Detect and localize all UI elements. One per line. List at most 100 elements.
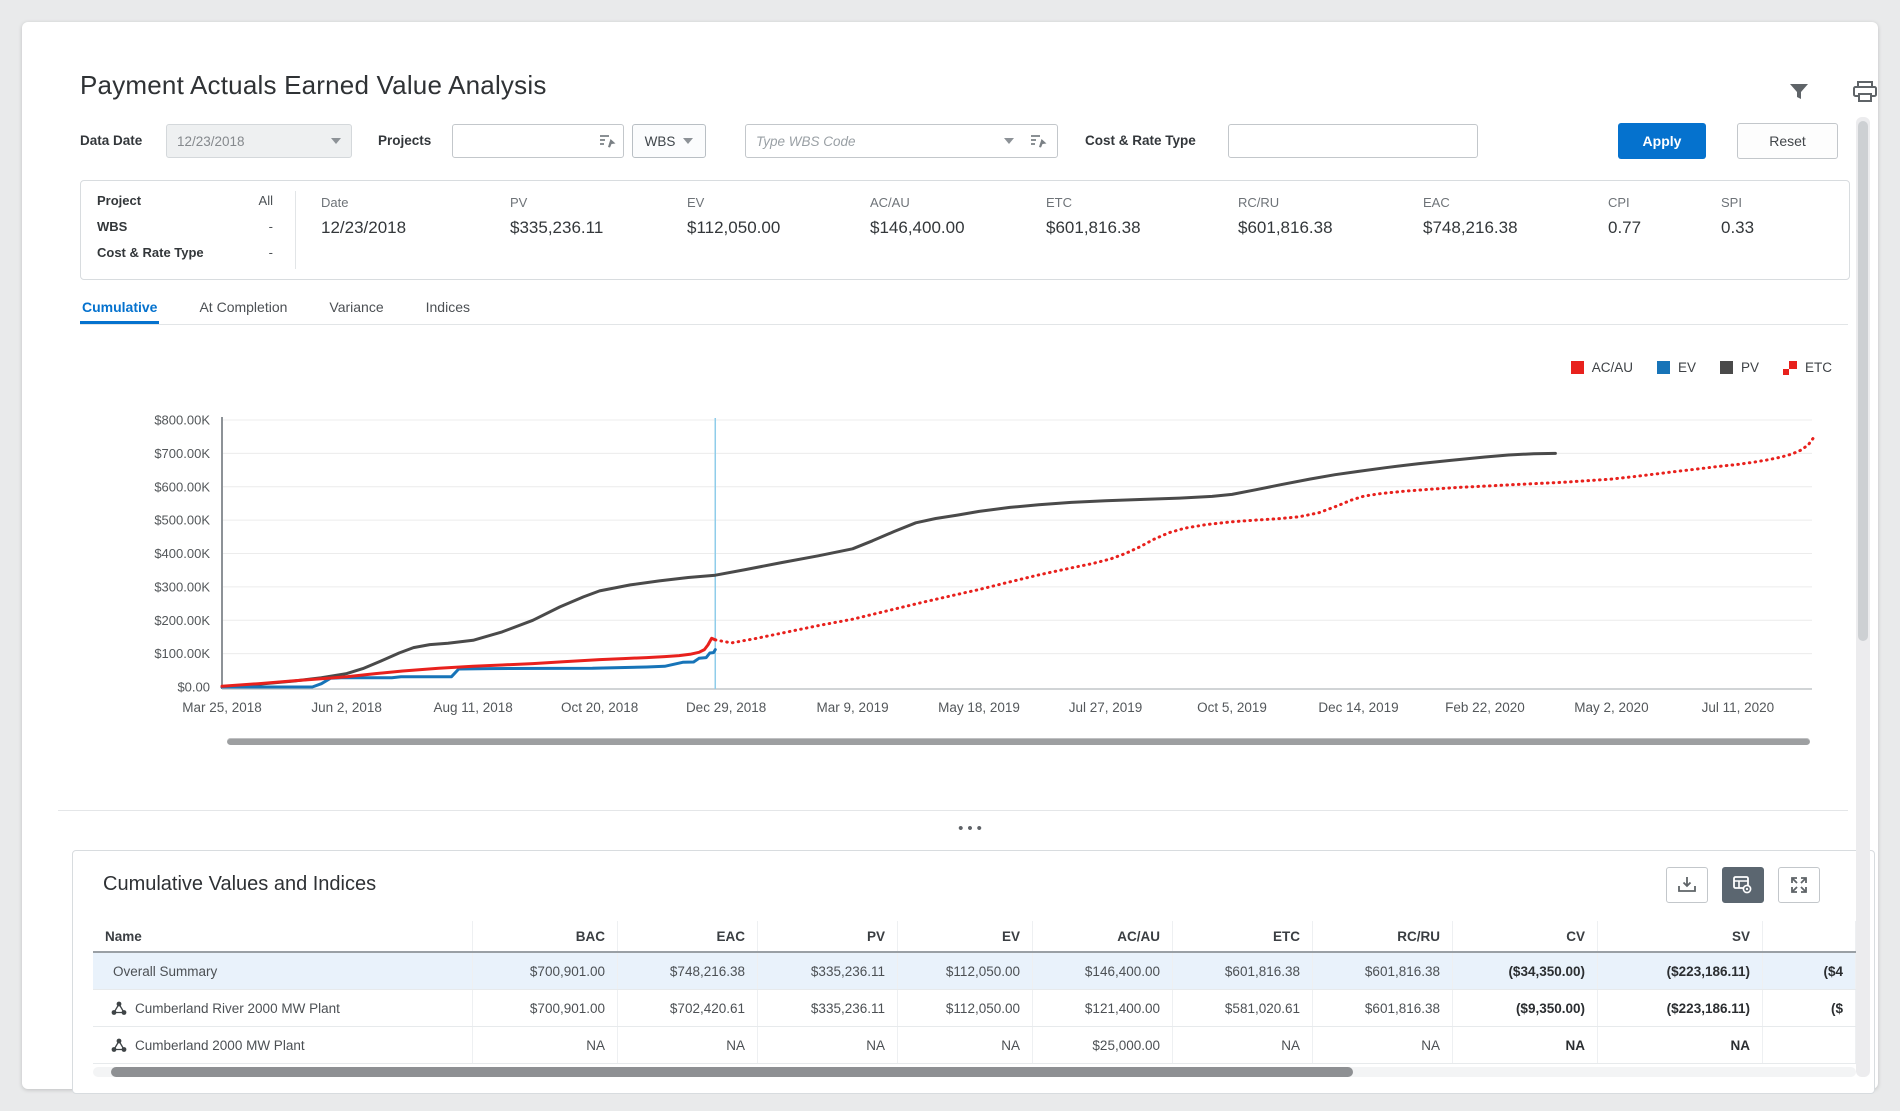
filter-button[interactable] <box>1784 77 1814 107</box>
cumulative-values-panel: Cumulative Values and Indices <box>72 850 1875 1094</box>
metric-label: SPI <box>1721 195 1742 210</box>
divider <box>295 191 296 269</box>
tab-at-completion[interactable]: At Completion <box>199 299 288 315</box>
y-axis-tick-label: $400.00K <box>154 546 210 561</box>
cost-rate-type-input[interactable] <box>1228 124 1478 158</box>
table-horizontal-scrollbar-thumb[interactable] <box>111 1067 1353 1077</box>
table-row-overall-summary[interactable]: Overall Summary $700,901.00 $748,216.38 $33… <box>93 953 1856 990</box>
cell-rc-ru: NA <box>1313 1027 1453 1063</box>
metric-label: EAC <box>1423 195 1450 210</box>
x-axis-tick-label: Dec 29, 2018 <box>686 700 766 715</box>
pane-splitter-handle[interactable]: ••• <box>958 820 986 837</box>
cell-etc: $581,020.61 <box>1173 990 1313 1026</box>
col-header-eac[interactable]: EAC <box>618 921 758 951</box>
summary-metric-spi: SPI 0.33 <box>1721 195 1754 238</box>
data-date-select[interactable]: 12/23/2018 <box>166 124 352 158</box>
evm-chart: $800.00K $700.00K $600.00K $500.00K $400.00K… <box>154 413 1816 715</box>
summary-metric-ac-au: AC/AU $146,400.00 <box>870 195 965 238</box>
col-header-name[interactable]: Name <box>93 921 473 951</box>
y-axis-tick-label: $0.00 <box>177 680 210 695</box>
filter-icon <box>1790 84 1808 99</box>
hierarchy-icon <box>111 1001 127 1015</box>
cell-sv: ($223,186.11) <box>1598 990 1763 1026</box>
summary-left-label: Cost & Rate Type <box>97 245 204 260</box>
col-header-pv[interactable]: PV <box>758 921 898 951</box>
wbs-type-label: WBS <box>644 133 676 149</box>
wbs-code-field[interactable]: Type WBS Code <box>745 124 1058 158</box>
metric-label: ETC <box>1046 195 1072 210</box>
col-header-etc[interactable]: ETC <box>1173 921 1313 951</box>
y-axis-tick-label: $300.00K <box>154 579 210 594</box>
hierarchy-icon <box>111 1038 127 1052</box>
col-header-ac-au[interactable]: AC/AU <box>1033 921 1173 951</box>
legend-item-pv: PV <box>1719 360 1759 375</box>
table-title: Cumulative Values and Indices <box>103 873 377 895</box>
picker-icon <box>1031 135 1047 148</box>
summary-metric-date: Date 12/23/2018 <box>321 195 406 238</box>
apply-button[interactable]: Apply <box>1618 123 1706 159</box>
expand-button[interactable] <box>1778 867 1820 903</box>
summary-left-value: - <box>268 245 273 260</box>
cell-pv: NA <box>758 1027 898 1063</box>
chevron-down-icon <box>683 138 694 144</box>
summary-metric-eac: EAC $748,216.38 <box>1423 195 1518 238</box>
col-header-bac[interactable]: BAC <box>473 921 618 951</box>
cell-col <box>1763 1027 1856 1063</box>
col-header-cv[interactable]: CV <box>1453 921 1598 951</box>
table-row-cumberland-2000-mw-plant[interactable]: Cumberland 2000 MW Plant NA NA NA NA $25,000.… <box>93 1027 1856 1064</box>
cell-ac-au: $121,400.00 <box>1033 990 1173 1026</box>
col-header-rc-ru[interactable]: RC/RU <box>1313 921 1453 951</box>
projects-input[interactable] <box>452 124 624 158</box>
col-header-col[interactable] <box>1763 921 1856 951</box>
metric-label: AC/AU <box>870 195 910 210</box>
ac-au-swatch-icon <box>1570 361 1584 374</box>
cell-col: ($4 <box>1763 953 1856 989</box>
download-button[interactable] <box>1666 867 1708 903</box>
cell-bac: $700,901.00 <box>473 953 618 989</box>
col-header-ev[interactable]: EV <box>898 921 1033 951</box>
cell-bac: $700,901.00 <box>473 990 618 1026</box>
metric-label: RC/RU <box>1238 195 1280 210</box>
table-horizontal-scrollbar-track[interactable] <box>93 1067 1856 1077</box>
cell-rc-ru: $601,816.38 <box>1313 953 1453 989</box>
picker-icon <box>600 135 616 148</box>
data-date-label: Data Date <box>80 133 143 148</box>
tab-indices[interactable]: Indices <box>425 299 470 315</box>
reset-button[interactable]: Reset <box>1737 123 1838 159</box>
col-header-sv[interactable]: SV <box>1598 921 1763 951</box>
x-axis-tick-label: Jun 2, 2018 <box>311 700 382 715</box>
summary-left-value: All <box>258 193 273 208</box>
chart-horizontal-scrollbar[interactable] <box>227 738 1810 745</box>
summary-metric-rc-ru: RC/RU $601,816.38 <box>1238 195 1333 238</box>
table-header-row: Name BAC EAC PV EV AC/AU ETC RC/RU CV SV <box>93 921 1856 953</box>
row-name: Cumberland 2000 MW Plant <box>135 1037 305 1053</box>
ac-au-line <box>220 636 717 688</box>
x-axis-tick-label: Mar 9, 2019 <box>817 700 889 715</box>
legend-item-ev: EV <box>1656 360 1696 375</box>
row-name: Overall Summary <box>113 963 218 979</box>
metric-value: $601,816.38 <box>1046 218 1141 237</box>
evm-table: Name BAC EAC PV EV AC/AU ETC RC/RU CV SV Overall S… <box>93 921 1856 1064</box>
tab-variance[interactable]: Variance <box>329 299 384 315</box>
vertical-scrollbar-thumb[interactable] <box>1858 121 1868 641</box>
vertical-scrollbar-track[interactable] <box>1856 117 1870 1077</box>
metric-label: Date <box>321 195 349 210</box>
cell-pv: $335,236.11 <box>758 990 898 1026</box>
metric-label: PV <box>510 195 528 210</box>
y-axis-tick-label: $100.00K <box>154 646 210 661</box>
print-button[interactable] <box>1850 77 1880 107</box>
table-settings-button[interactable] <box>1722 867 1764 903</box>
table-row-cumberland-river-2000-mw-plant[interactable]: Cumberland River 2000 MW Plant $700,901.0… <box>93 990 1856 1027</box>
summary-panel: Project All WBS - Cost & Rate Type - Dat… <box>80 180 1850 280</box>
legend-item-etc: ETC <box>1783 360 1832 375</box>
metric-label: CPI <box>1608 195 1630 210</box>
summary-metric-ev: EV $112,050.00 <box>687 195 780 238</box>
wbs-type-dropdown[interactable]: WBS <box>632 124 706 158</box>
cell-eac: $748,216.38 <box>618 953 758 989</box>
summary-metric-pv: PV $335,236.11 <box>510 195 603 238</box>
summary-left-row: Project All <box>97 193 273 208</box>
y-axis-tick-label: $200.00K <box>154 613 210 628</box>
tab-cumulative[interactable]: Cumulative <box>80 294 160 324</box>
x-axis-tick-label: May 18, 2019 <box>938 700 1020 715</box>
